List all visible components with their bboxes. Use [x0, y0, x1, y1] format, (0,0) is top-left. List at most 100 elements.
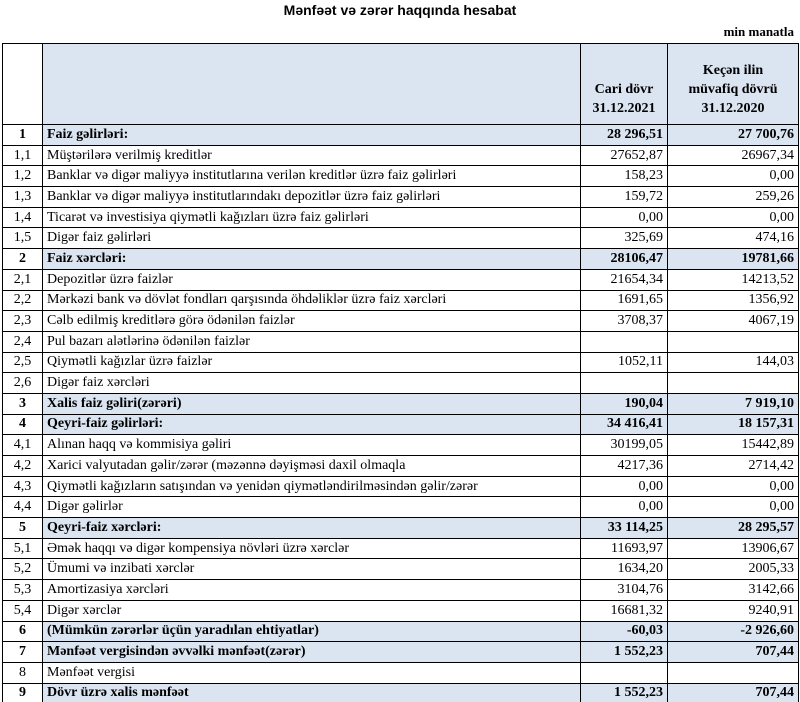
- cell-no: 1,1: [2, 144, 43, 167]
- cell-current: 0,00: [580, 206, 668, 229]
- cell-no: 2,1: [2, 268, 43, 291]
- cell-no: 8: [2, 661, 43, 684]
- cell-label: Xalis faiz gəliri(zərəri): [42, 392, 581, 415]
- cell-no: 3: [2, 392, 43, 415]
- cell-current: 16681,32: [580, 599, 668, 622]
- cell-label: Qiymətli kağızlar üzrə faizlər: [42, 351, 581, 374]
- cell-label: (Mümkün zərərlər üçün yaradılan ehtiyatl…: [42, 620, 581, 643]
- cell-previous: 707,44: [667, 641, 799, 663]
- cell-label: Digər xərclər: [42, 599, 581, 622]
- cell-previous: 14213,52: [667, 268, 799, 291]
- cell-previous: 7 919,10: [667, 392, 799, 415]
- cell-current: 3104,76: [580, 579, 668, 601]
- cell-previous: 19781,66: [667, 248, 799, 270]
- cell-label: Qiymətli kağızların satışından və yenidə…: [42, 475, 581, 498]
- cell-current: 34 416,41: [580, 413, 668, 436]
- cell-previous: 2005,33: [667, 558, 799, 581]
- table-row: 5 Qeyri-faiz xərcləri: 33 114,25 28 295,57: [2, 517, 799, 539]
- cell-no: 4,1: [2, 434, 43, 456]
- cell-no: 7: [2, 641, 43, 663]
- cell-no: 4,2: [2, 455, 43, 477]
- cell-label: Pul bazarı alətlərinə ödənilən faizlər: [42, 330, 581, 353]
- header-row: Cari dövr 31.12.2021 Keçən ilin müvafiq döv…: [2, 43, 799, 125]
- header-line: 31.12.2021: [592, 101, 656, 116]
- table-row: 3 Xalis faiz gəliri(zərəri) 190,04 7 919,10: [2, 392, 799, 415]
- report-table: Cari dövr 31.12.2021 Keçən ilin müvafiq döv…: [2, 43, 799, 702]
- cell-no: 1,2: [2, 165, 43, 188]
- table-row: 4,2 Xarici valyutadan gəlir/zərər (məzənn…: [2, 455, 799, 477]
- table-row: 5,1 Əmək haqqı və digər kompensiya növlər…: [2, 537, 799, 560]
- table-row: 2,1 Depozitlər üzrə faizlər 21654,34 14213,…: [2, 268, 799, 291]
- unit-label: min manatla: [723, 24, 794, 39]
- cell-current: 3708,37: [580, 310, 668, 332]
- cell-previous: 474,16: [667, 227, 799, 250]
- table-row: 1,5 Digər faiz gəlirləri 325,69 474,16: [2, 227, 799, 250]
- cell-previous: 0,00: [667, 165, 799, 188]
- cell-no: 4: [2, 413, 43, 436]
- cell-label: Digər faiz gəlirləri: [42, 227, 581, 250]
- cell-no: 2,3: [2, 310, 43, 332]
- table-row: 4,4 Digər gəlirlər 0,00 0,00: [2, 496, 799, 519]
- cell-current: 33 114,25: [580, 517, 668, 539]
- header-line: 31.12.2020: [701, 101, 765, 116]
- header-line: Keçən ilin: [702, 63, 764, 78]
- cell-no: 5,3: [2, 579, 43, 601]
- cell-current: 1 552,23: [580, 682, 668, 702]
- cell-previous: 2714,42: [667, 455, 799, 477]
- header-cell: [42, 43, 581, 125]
- table-row: 4 Qeyri-faiz gəlirləri: 34 416,41 18 157,31: [2, 413, 799, 436]
- table-row: 2,4 Pul bazarı alətlərinə ödənilən faizlə…: [2, 330, 799, 353]
- cell-current: 325,69: [580, 227, 668, 250]
- table-row: 8 Mənfəət vergisi: [2, 661, 799, 684]
- table-row: 5,2 Ümumi və inzibati xərclər 1634,20 2005,…: [2, 558, 799, 581]
- cell-label: Digər gəlirlər: [42, 496, 581, 519]
- cell-no: 5,2: [2, 558, 43, 581]
- cell-current: 28106,47: [580, 248, 668, 270]
- cell-label: Amortizasiya xərcləri: [42, 579, 581, 601]
- header-line: müvafiq dövrü: [688, 82, 778, 97]
- cell-current: [580, 330, 668, 353]
- table-row: 6 (Mümkün zərərlər üçün yaradılan ehtiyat…: [2, 620, 799, 643]
- cell-current: [580, 372, 668, 394]
- cell-no: 9: [2, 682, 43, 702]
- cell-label: Faiz gəlirləri:: [42, 124, 581, 146]
- cell-previous: 1356,92: [667, 289, 799, 312]
- cell-label: Mənfəət vergisi: [42, 661, 581, 684]
- cell-no: 5: [2, 517, 43, 539]
- cell-label: Xarici valyutadan gəlir/zərər (məzənnə d…: [42, 455, 581, 477]
- cell-previous: [667, 330, 799, 353]
- cell-previous: 4067,19: [667, 310, 799, 332]
- cell-label: Ümumi və inzibati xərclər: [42, 558, 581, 581]
- table-row: 7 Mənfəət vergisindən əvvəlki mənfəət(zər…: [2, 641, 799, 663]
- cell-label: Alınan haqq və kommisiya gəliri: [42, 434, 581, 456]
- header-cell: Keçən ilin müvafiq dövrü 31.12.2020: [667, 43, 799, 125]
- cell-current: 1052,11: [580, 351, 668, 374]
- header-line: Cari dövr: [594, 82, 654, 97]
- cell-previous: 0,00: [667, 496, 799, 519]
- cell-current: 1691,65: [580, 289, 668, 312]
- table-row: 9 Dövr üzrə xalis mənfəət 1 552,23 707,44: [2, 682, 799, 702]
- cell-no: 2,5: [2, 351, 43, 374]
- cell-current: 27652,87: [580, 144, 668, 167]
- cell-current: 30199,05: [580, 434, 668, 456]
- cell-previous: [667, 372, 799, 394]
- cell-label: Ticarət və investisiya qiymətli kağızlar…: [42, 206, 581, 229]
- cell-current: 158,23: [580, 165, 668, 188]
- cell-no: 4,3: [2, 475, 43, 498]
- cell-label: Əmək haqqı və digər kompensiya növləri ü…: [42, 537, 581, 560]
- table-row: 1,4 Ticarət və investisiya qiymətli kağız…: [2, 206, 799, 229]
- cell-previous: 3142,66: [667, 579, 799, 601]
- cell-label: Mənfəət vergisindən əvvəlki mənfəət(zərə…: [42, 641, 581, 663]
- report-title: Mənfəət və zərər haqqında hesabat: [283, 2, 517, 18]
- table-row: 5,4 Digər xərclər 16681,32 9240,91: [2, 599, 799, 622]
- cell-label: Cəlb edilmiş kreditlərə görə ödənilən fa…: [42, 310, 581, 332]
- table-row: 2,6 Digər faiz xərcləri: [2, 372, 799, 394]
- cell-current: 0,00: [580, 496, 668, 519]
- cell-no: 4,4: [2, 496, 43, 519]
- table-row: 2 Faiz xərcləri: 28106,47 19781,66: [2, 248, 799, 270]
- cell-previous: 28 295,57: [667, 517, 799, 539]
- table-row: 5,3 Amortizasiya xərcləri 3104,76 3142,66: [2, 579, 799, 601]
- cell-no: 2,2: [2, 289, 43, 312]
- cell-current: [580, 661, 668, 684]
